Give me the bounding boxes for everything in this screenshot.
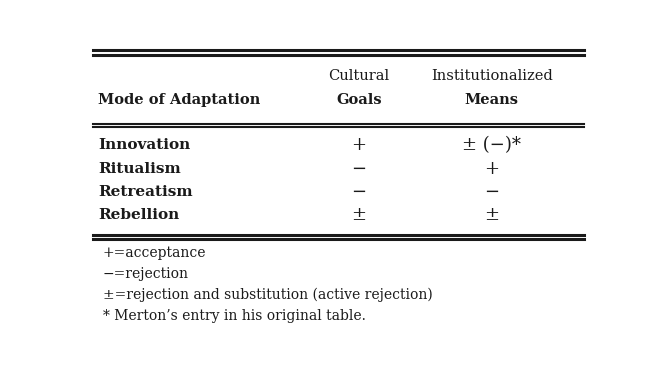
Text: −: −: [351, 182, 366, 201]
Text: −: −: [484, 182, 499, 201]
Text: Cultural: Cultural: [328, 69, 389, 83]
Text: Retreatism: Retreatism: [98, 185, 193, 199]
Text: Ritualism: Ritualism: [98, 162, 181, 176]
Text: +: +: [351, 136, 366, 155]
Text: ±=rejection and substitution (active rejection): ±=rejection and substitution (active rej…: [103, 288, 433, 302]
Text: * Merton’s entry in his original table.: * Merton’s entry in his original table.: [103, 310, 366, 323]
Text: Innovation: Innovation: [98, 138, 190, 152]
Text: Rebellion: Rebellion: [98, 208, 179, 222]
Text: ±: ±: [351, 206, 366, 224]
Text: Mode of Adaptation: Mode of Adaptation: [98, 93, 260, 107]
Text: −: −: [351, 159, 366, 178]
Text: ± (−)*: ± (−)*: [462, 136, 521, 155]
Text: Goals: Goals: [336, 93, 381, 107]
Text: ±: ±: [484, 206, 499, 224]
Text: Institutionalized: Institutionalized: [431, 69, 552, 83]
Text: −=rejection: −=rejection: [103, 267, 189, 281]
Text: +=acceptance: +=acceptance: [103, 246, 207, 260]
Text: Means: Means: [465, 93, 519, 107]
Text: +: +: [484, 159, 499, 178]
